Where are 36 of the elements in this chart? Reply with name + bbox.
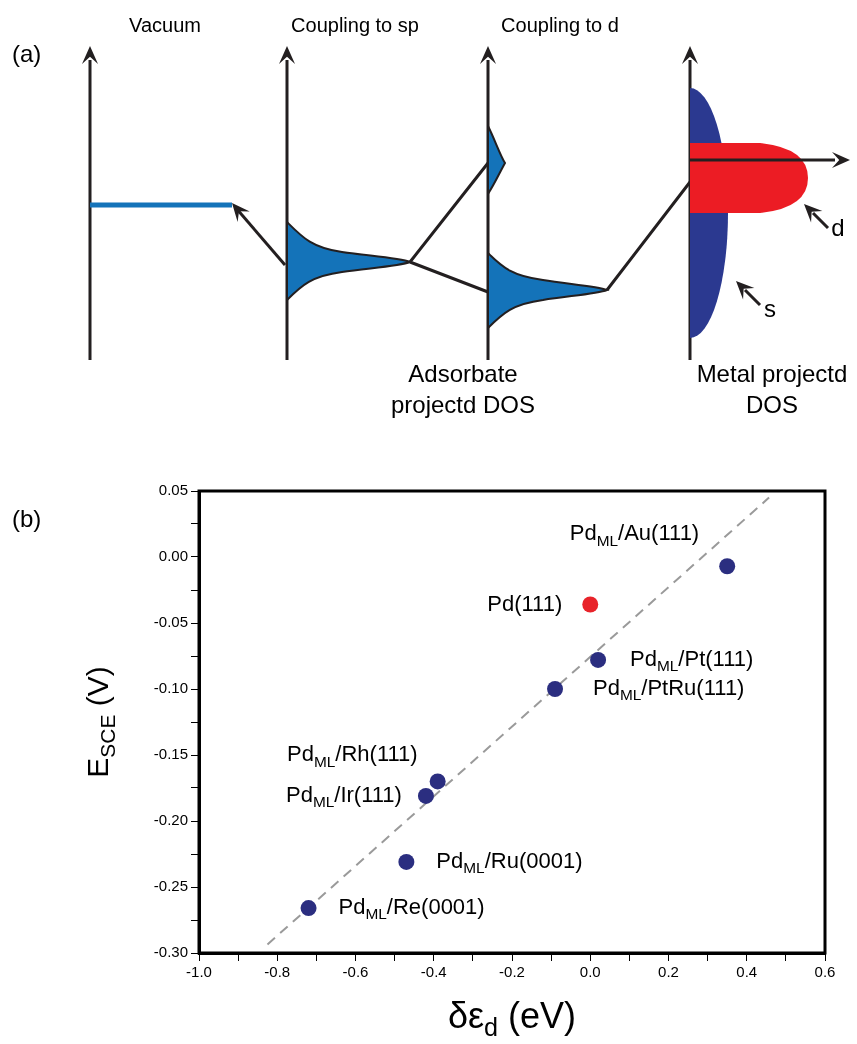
text: Coupling to sp <box>290 13 420 38</box>
y-tick-label: -0.20 <box>153 811 188 829</box>
text: Metal projectd DOS <box>695 359 849 421</box>
text: s <box>763 294 777 324</box>
text: Coupling to d <box>500 13 620 38</box>
y-tick-label: -0.25 <box>153 877 188 895</box>
x-tick-label: -1.0 <box>186 963 212 981</box>
y-tick-label: -0.05 <box>153 613 188 631</box>
y-tick-label: 0.05 <box>158 481 188 499</box>
x-tick-label: -0.8 <box>264 963 291 981</box>
point <box>429 773 446 790</box>
x-tick-label: 0.4 <box>736 963 758 981</box>
x-tick-label: 0.0 <box>579 963 601 981</box>
point <box>719 558 736 575</box>
x-tick-label: -0.4 <box>420 963 447 981</box>
point <box>398 853 415 870</box>
text: d <box>830 213 846 243</box>
y-tick-label: -0.10 <box>153 679 188 697</box>
y-tick-label: -0.30 <box>153 943 188 961</box>
y-tick-label: 0.00 <box>158 547 188 565</box>
text: Vacuum <box>128 13 202 38</box>
point <box>417 787 434 804</box>
x-tick-label: -0.6 <box>342 963 369 981</box>
text: (b) <box>12 504 42 532</box>
text: (a) <box>12 40 42 68</box>
x-tick-label: -0.2 <box>499 963 525 981</box>
point <box>300 900 317 917</box>
y-tick-label: -0.15 <box>153 745 188 763</box>
x-tick-label: 0.6 <box>814 963 836 981</box>
x-tick-label: 0.2 <box>658 963 679 981</box>
text: Adsorbate projectd DOS <box>389 359 537 421</box>
y-axis-title: ESCE (V) <box>81 666 120 778</box>
point <box>590 651 607 668</box>
point <box>582 596 599 613</box>
point <box>547 681 564 697</box>
annotation: Pd(111) <box>487 590 563 616</box>
